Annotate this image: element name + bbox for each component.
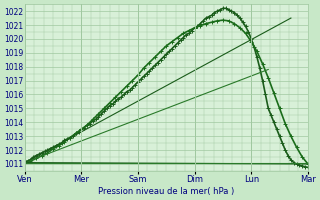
- X-axis label: Pression niveau de la mer( hPa ): Pression niveau de la mer( hPa ): [98, 187, 235, 196]
